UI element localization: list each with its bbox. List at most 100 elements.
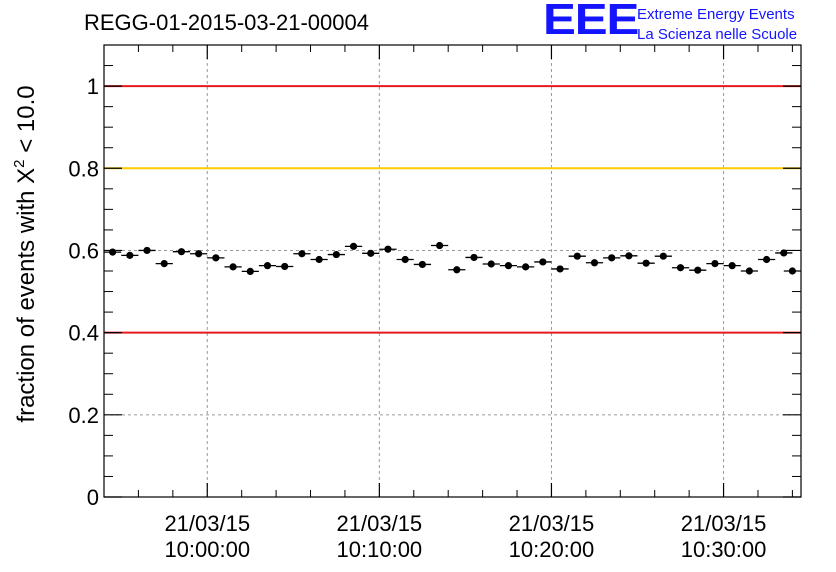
data-point (723, 262, 741, 270)
data-marker (229, 263, 237, 271)
data-point (327, 250, 345, 259)
data-marker (418, 260, 426, 269)
reference-lines (104, 85, 801, 334)
data-marker (195, 250, 203, 258)
data-marker (332, 250, 340, 259)
data-point (413, 260, 431, 269)
data-marker (556, 265, 564, 273)
data-marker (367, 249, 375, 257)
data-series (104, 241, 801, 276)
data-marker (349, 242, 358, 250)
data-point (689, 266, 707, 274)
x-tick-label-date: 21/03/15 (337, 511, 423, 536)
data-point (551, 265, 569, 273)
data-marker (298, 250, 306, 258)
data-marker (109, 248, 117, 256)
data-marker (625, 252, 633, 260)
data-point (293, 250, 311, 258)
y-tick-label: 0.6 (68, 238, 99, 263)
data-point (499, 262, 518, 270)
data-point (207, 254, 225, 262)
data-point (671, 264, 690, 272)
data-point (430, 241, 449, 250)
data-marker (745, 267, 753, 275)
y-axis-label-suffix: < 10.0 (13, 85, 40, 159)
data-point (276, 262, 294, 271)
data-marker (281, 262, 289, 271)
eee-logo: EEE Extreme Energy Events La Scienza nel… (543, 0, 833, 44)
data-point (138, 246, 156, 255)
data-marker (435, 241, 444, 250)
y-axis-label-sup: 2 (11, 159, 28, 167)
y-tick-label: 0.4 (68, 321, 99, 346)
data-point (757, 255, 776, 264)
logo-line-2: La Scienza nelle Scuole (637, 26, 798, 43)
data-point (172, 248, 191, 256)
data-point (585, 259, 604, 267)
data-point (448, 266, 466, 274)
x-tick-label-date: 21/03/15 (681, 511, 767, 536)
chart-title: REGG-01-2015-03-21-00004 (84, 10, 369, 35)
data-point (104, 248, 122, 256)
y-axis-label: fraction of events with X2 < 10.0 (11, 85, 40, 422)
x-tick-label-date: 21/03/15 (164, 511, 250, 536)
data-point (775, 249, 793, 257)
data-point (620, 252, 638, 260)
data-point (603, 254, 621, 262)
data-marker (212, 254, 220, 262)
logo-line-1: Extreme Energy Events (637, 6, 795, 23)
data-marker (642, 259, 650, 267)
data-marker (762, 255, 771, 264)
data-marker (780, 249, 788, 257)
data-point (344, 242, 363, 250)
x-tick-label-date: 21/03/15 (509, 511, 595, 536)
data-marker (676, 264, 685, 272)
data-marker (315, 255, 323, 264)
x-tick-label-time: 10:30:00 (681, 537, 767, 562)
data-marker (384, 245, 392, 253)
data-point (190, 250, 208, 258)
data-point (310, 255, 328, 264)
data-marker (659, 252, 667, 260)
data-marker (728, 262, 736, 270)
data-point (482, 260, 500, 268)
x-tick-label-time: 10:10:00 (337, 537, 423, 562)
data-marker (126, 251, 134, 259)
data-point (568, 252, 586, 260)
data-marker (401, 255, 409, 264)
y-tick-label: 0.2 (68, 403, 99, 428)
axis-labels: 21/03/1510:00:0021/03/1510:10:0021/03/15… (68, 74, 766, 562)
data-marker (711, 260, 719, 268)
data-point (654, 252, 672, 260)
y-tick-label: 1 (87, 74, 99, 99)
data-marker (453, 266, 461, 274)
y-axis-label-symbol: X (13, 168, 40, 184)
data-point (258, 262, 277, 270)
data-marker (573, 252, 581, 260)
data-marker (522, 263, 530, 271)
data-point (706, 260, 724, 268)
data-point (517, 263, 535, 271)
y-tick-label: 0.8 (68, 156, 99, 181)
data-point (379, 245, 397, 253)
data-point (396, 255, 414, 264)
data-point (362, 249, 380, 257)
data-marker (608, 254, 616, 262)
data-marker (590, 259, 599, 267)
x-tick-label-time: 10:00:00 (164, 537, 250, 562)
data-point (241, 267, 259, 276)
axis-ticks (103, 44, 801, 498)
data-marker (160, 260, 168, 268)
data-marker (694, 266, 702, 274)
data-marker (263, 262, 272, 270)
data-marker (246, 267, 254, 276)
data-marker (143, 246, 151, 255)
y-axis-label-prefix: fraction of events with (13, 184, 40, 423)
y-tick-label: 0 (87, 485, 99, 510)
x-tick-label-time: 10:20:00 (509, 537, 595, 562)
data-marker (539, 258, 547, 266)
logo-mark: EEE (543, 0, 639, 44)
data-marker (470, 253, 478, 262)
data-point (637, 259, 655, 267)
